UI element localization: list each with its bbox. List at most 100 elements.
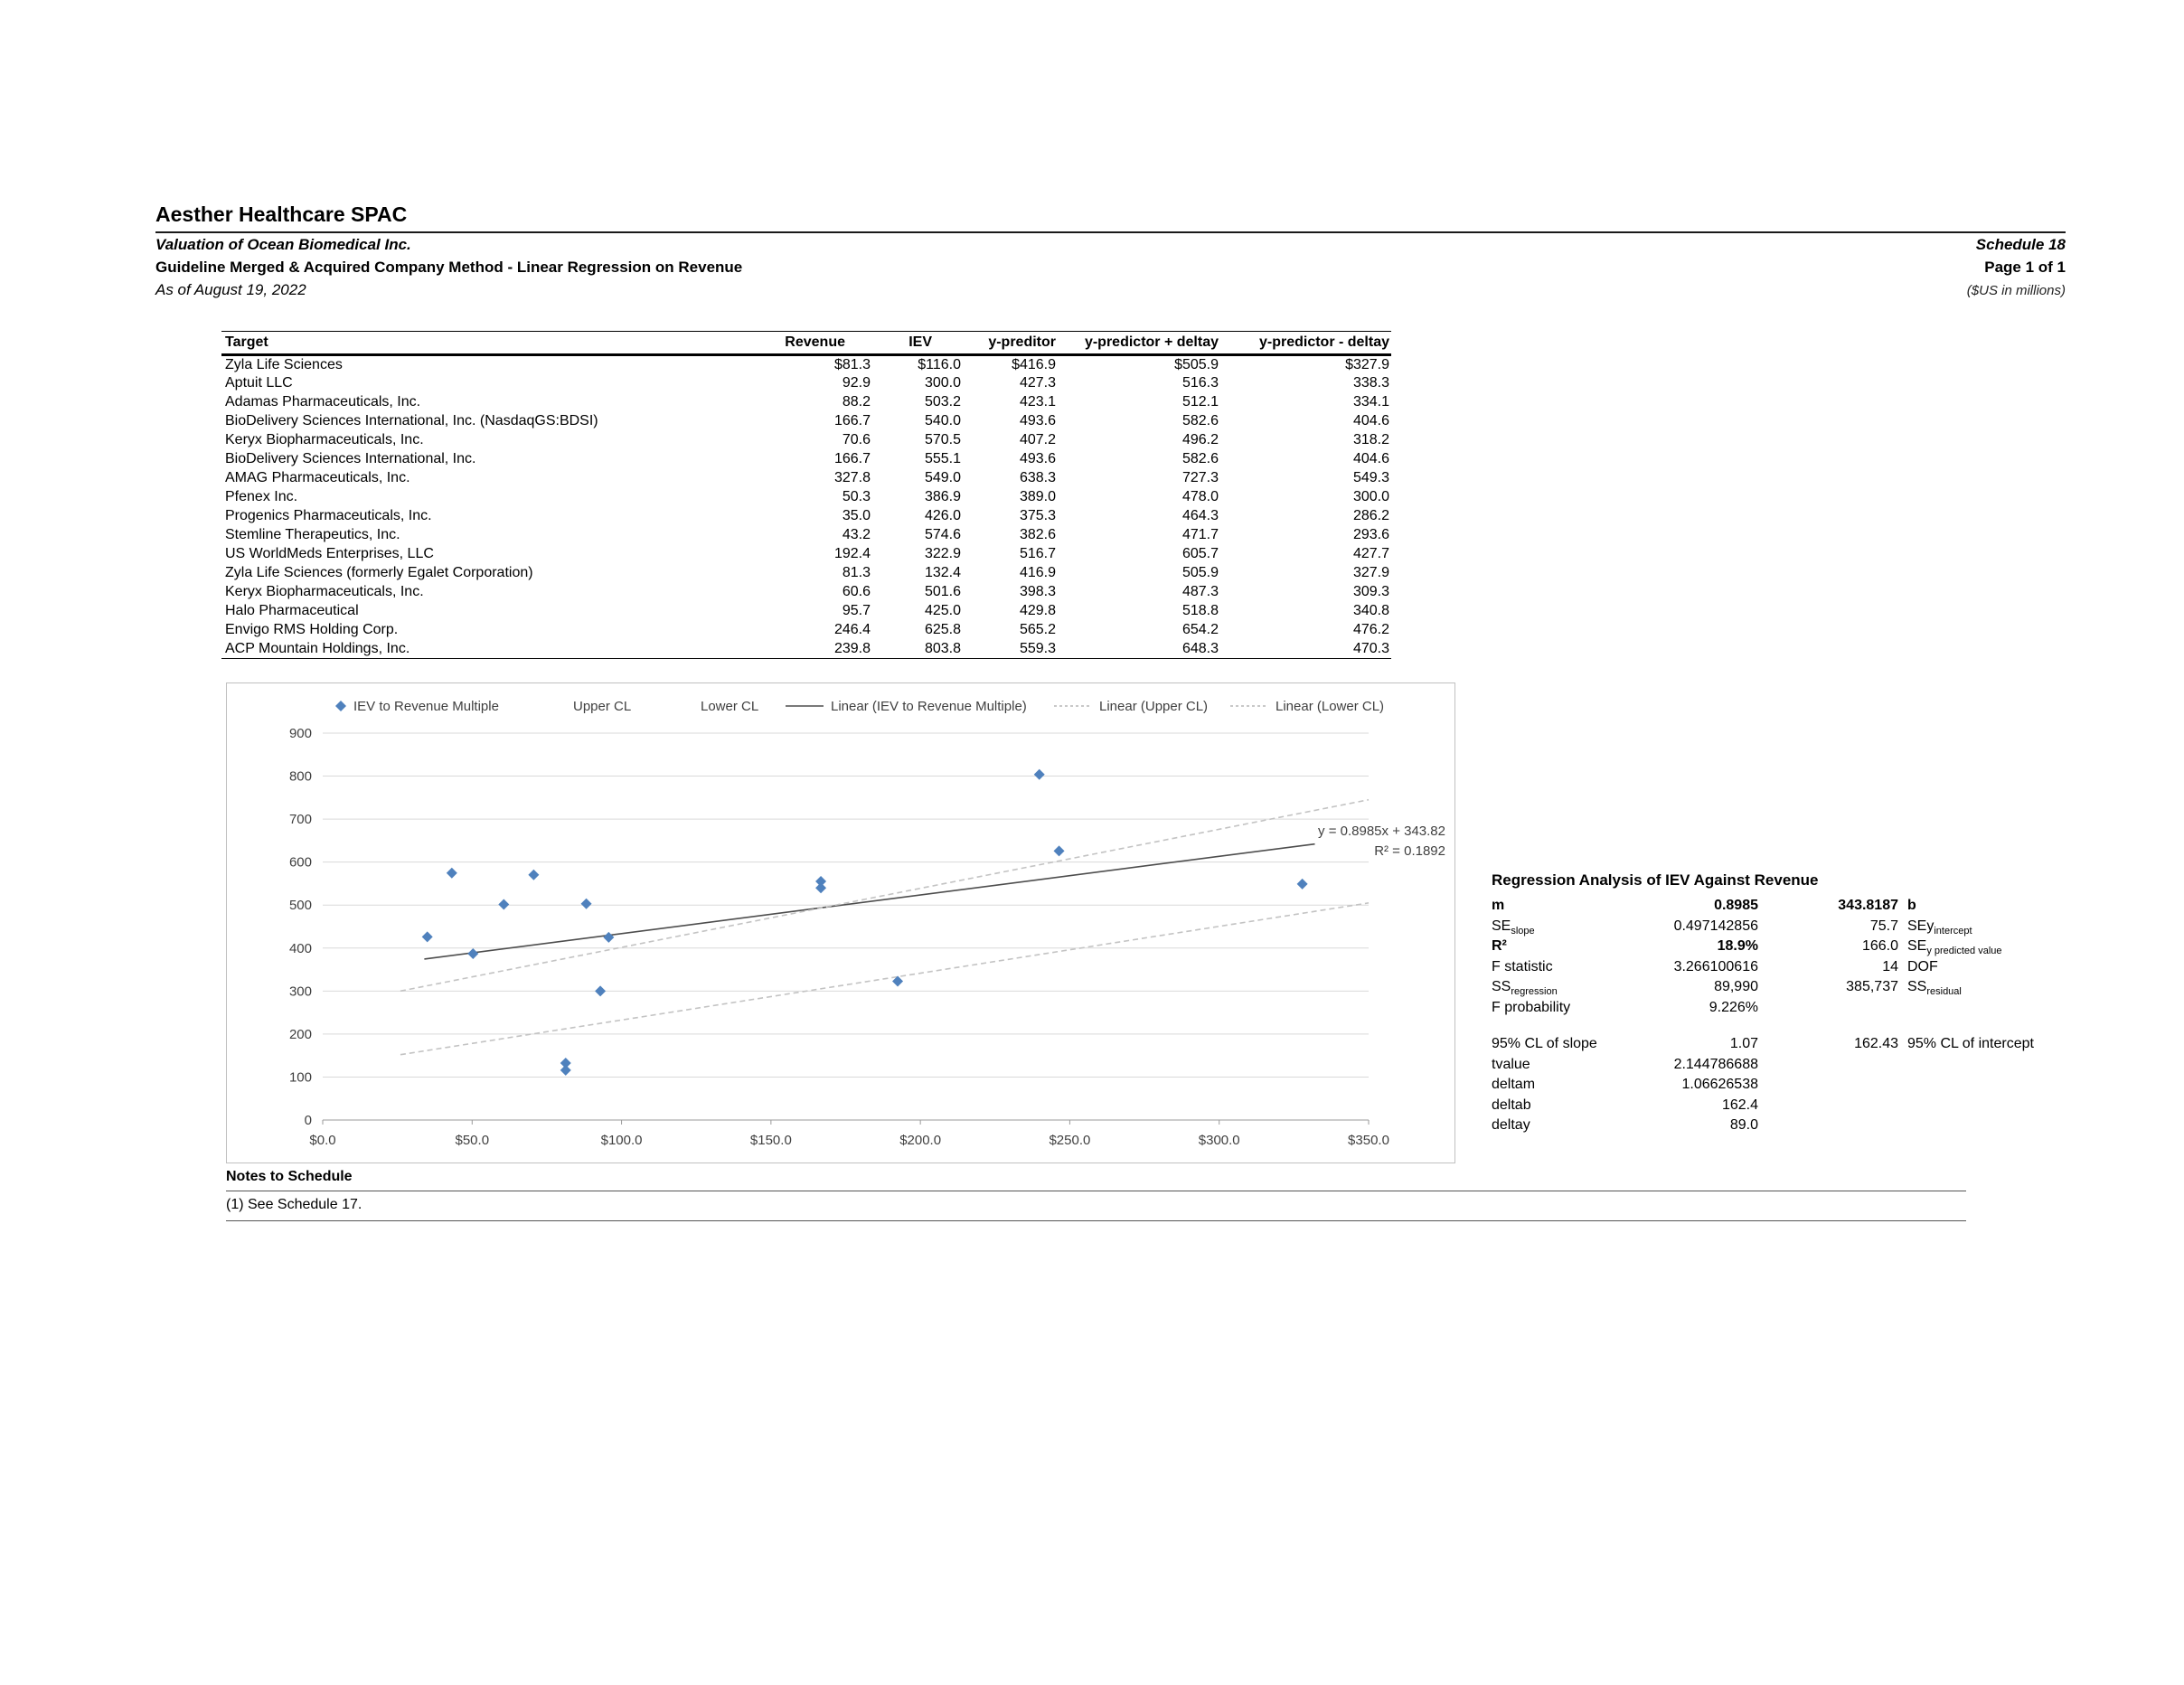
stat-label: deltam xyxy=(1492,1077,1536,1092)
svg-text:$50.0: $50.0 xyxy=(456,1133,490,1148)
stat-label-2: SEy predicted value xyxy=(1907,938,2002,957)
stat-label: SSregression xyxy=(1492,979,1558,998)
value-cell: 516.7 xyxy=(1019,546,1056,561)
column-header: y-preditor xyxy=(963,331,1058,356)
target-cell: Progenics Pharmaceuticals, Inc. xyxy=(225,508,432,523)
value-cell: 559.3 xyxy=(963,639,1058,659)
column-header: IEV xyxy=(872,331,963,356)
comps-table: Target Revenue IEV y-preditor y-predictor + … xyxy=(221,331,1391,659)
target-cell: Pfenex Inc. xyxy=(225,489,298,504)
svg-text:200: 200 xyxy=(289,1027,312,1042)
target-cell: ACP Mountain Holdings, Inc. xyxy=(221,639,755,659)
column-header: y-predictor + deltay xyxy=(1058,331,1220,356)
svg-text:R² = 0.1892: R² = 0.1892 xyxy=(1374,843,1445,859)
svg-text:300: 300 xyxy=(289,984,312,999)
regression-row: SEslope 0.497142856 75.7 SEyintercept xyxy=(1492,918,2124,939)
units-label: ($US in millions) xyxy=(1966,283,2066,298)
value-cell: 286.2 xyxy=(1352,508,1389,523)
stat-label: SEslope xyxy=(1492,918,1535,937)
stat-value: 1.06626538 xyxy=(1681,1077,1758,1092)
notes-title: Notes to Schedule xyxy=(226,1169,1966,1191)
stat-value-2: 166.0 xyxy=(1861,938,1898,954)
value-cell: 338.3 xyxy=(1352,375,1389,391)
regression-row: deltab 162.4 xyxy=(1492,1097,2124,1118)
table-row: Zyla Life Sciences $81.3 $116.0 $416.9 $505.… xyxy=(221,355,1391,374)
table-row: Adamas Pharmaceuticals, Inc. 88.2 503.2 423… xyxy=(221,393,1391,412)
stat-value-2: 14 xyxy=(1882,958,1898,974)
as-of-date: As of August 19, 2022 xyxy=(155,281,306,298)
stat-label-2: SEyintercept xyxy=(1907,918,1972,937)
value-cell: 35.0 xyxy=(842,508,871,523)
target-cell: BioDelivery Sciences International, Inc. xyxy=(225,451,476,466)
value-cell: 512.1 xyxy=(1181,394,1219,409)
table-row: Zyla Life Sciences (formerly Egalet Corp… xyxy=(221,564,1391,583)
table-row: ACP Mountain Holdings, Inc. 239.8 803.8 559… xyxy=(221,639,1391,659)
value-cell: 322.9 xyxy=(924,546,961,561)
table-row: Aptuit LLC 92.9 300.0 427.3 516.3 338.3 xyxy=(221,374,1391,393)
value-cell: 505.9 xyxy=(1181,565,1219,580)
value-cell: 471.7 xyxy=(1181,527,1219,542)
header-row-2: Guideline Merged & Acquired Company Meth… xyxy=(155,259,2066,278)
stat-label: deltab xyxy=(1492,1097,1531,1113)
value-cell: 426.0 xyxy=(924,508,961,523)
target-cell: Halo Pharmaceutical xyxy=(225,603,359,618)
stat-label: m xyxy=(1492,898,1505,913)
table-row: Pfenex Inc. 50.3 386.9 389.0 478.0 300.0 xyxy=(221,488,1391,507)
value-cell: 464.3 xyxy=(1181,508,1219,523)
value-cell: $81.3 xyxy=(833,356,871,372)
value-cell: 427.3 xyxy=(1019,375,1056,391)
regression-row-spacer xyxy=(1492,1020,2124,1036)
value-cell: 803.8 xyxy=(872,639,963,659)
value-cell: 389.0 xyxy=(1019,489,1056,504)
svg-text:$300.0: $300.0 xyxy=(1199,1133,1240,1148)
svg-text:0: 0 xyxy=(305,1113,312,1128)
value-cell: 386.9 xyxy=(924,489,961,504)
target-cell: Keryx Biopharmaceuticals, Inc. xyxy=(225,584,424,599)
value-cell: 334.1 xyxy=(1352,394,1389,409)
target-cell: Zyla Life Sciences xyxy=(225,356,343,372)
svg-text:Linear (Upper CL): Linear (Upper CL) xyxy=(1099,699,1208,714)
stat-value: 162.4 xyxy=(1721,1097,1758,1113)
company-title: Aesther Healthcare SPAC xyxy=(155,202,2066,233)
notes-section: Notes to Schedule (1) See Schedule 17. xyxy=(226,1169,1966,1221)
value-cell: 43.2 xyxy=(842,527,871,542)
value-cell: 293.6 xyxy=(1352,527,1389,542)
svg-text:800: 800 xyxy=(289,769,312,785)
value-cell: 340.8 xyxy=(1352,603,1389,618)
column-header: Revenue xyxy=(755,331,872,356)
header-row-1: Valuation of Ocean Biomedical Inc. Sched… xyxy=(155,236,2066,256)
svg-text:600: 600 xyxy=(289,855,312,871)
svg-text:IEV to Revenue Multiple: IEV to Revenue Multiple xyxy=(353,699,499,714)
target-cell: Adamas Pharmaceuticals, Inc. xyxy=(225,394,421,409)
target-cell: Stemline Therapeutics, Inc. xyxy=(225,527,400,542)
value-cell: 50.3 xyxy=(842,489,871,504)
regression-row: tvalue 2.144786688 xyxy=(1492,1057,2124,1078)
page-label: Page 1 of 1 xyxy=(1984,259,2066,276)
value-cell: 423.1 xyxy=(1019,394,1056,409)
stat-label-2: DOF xyxy=(1907,958,1938,974)
header-row-3: As of August 19, 2022 ($US in millions) xyxy=(155,281,2066,301)
stat-value: 3.266100616 xyxy=(1673,958,1758,974)
value-cell: 570.5 xyxy=(924,432,961,447)
value-cell: 382.6 xyxy=(1019,527,1056,542)
stat-value: 9.226% xyxy=(1709,999,1758,1015)
value-cell: 625.8 xyxy=(924,622,961,637)
regression-row: F probability 9.226% xyxy=(1492,1000,2124,1021)
value-cell: 70.6 xyxy=(842,432,871,447)
svg-text:$350.0: $350.0 xyxy=(1348,1133,1389,1148)
table-row: Halo Pharmaceutical 95.7 425.0 429.8 518.8 34… xyxy=(221,602,1391,621)
stat-value-2: 343.8187 xyxy=(1838,898,1898,913)
table-row: AMAG Pharmaceuticals, Inc. 327.8 549.0 638.… xyxy=(221,469,1391,488)
value-cell: 166.7 xyxy=(833,451,871,466)
value-cell: $116.0 xyxy=(918,356,961,372)
value-cell: 404.6 xyxy=(1352,451,1389,466)
target-cell: Aptuit LLC xyxy=(225,375,293,391)
value-cell: 375.3 xyxy=(1019,508,1056,523)
value-cell: 404.6 xyxy=(1352,413,1389,428)
stat-label: R² xyxy=(1492,938,1507,954)
value-cell: 300.0 xyxy=(1352,489,1389,504)
value-cell: 582.6 xyxy=(1181,413,1219,428)
table-header-row: Target Revenue IEV y-preditor y-predictor + … xyxy=(221,331,1391,356)
column-header: Target xyxy=(221,331,755,356)
svg-text:Upper CL: Upper CL xyxy=(573,699,631,714)
